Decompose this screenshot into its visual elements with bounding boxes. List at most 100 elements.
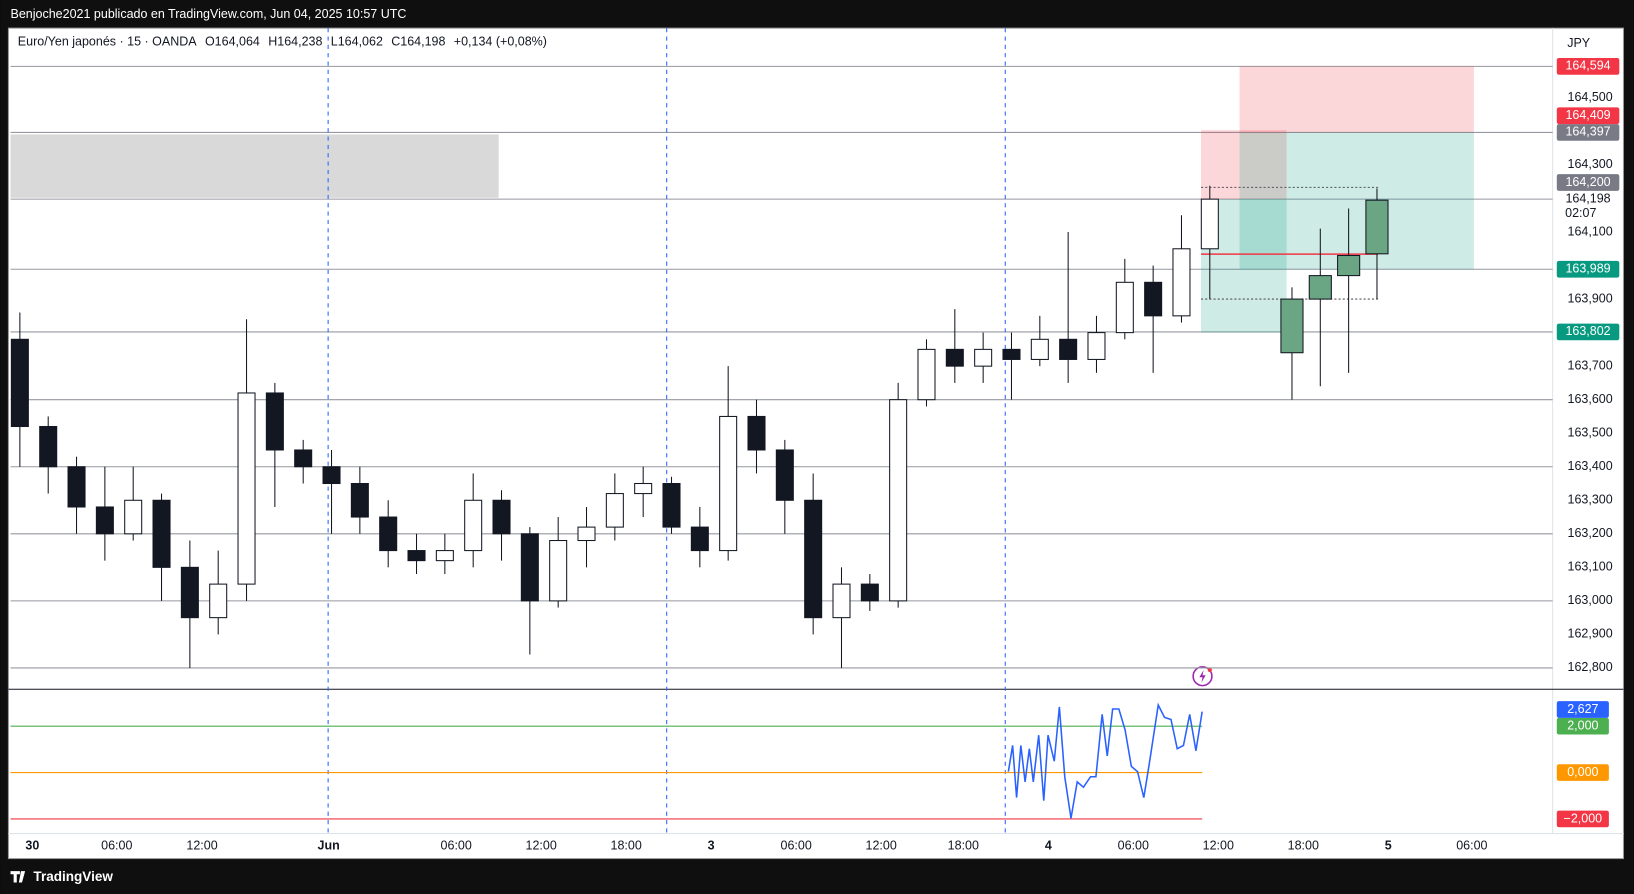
candle-body (804, 499, 823, 619)
level-badge (1556, 717, 1609, 735)
candle-body (407, 550, 426, 562)
currency-button[interactable]: JPY (1567, 36, 1591, 50)
last-value-label: 2,627 (1567, 702, 1598, 716)
x-tick-label: 5 (1385, 838, 1392, 852)
y-tick-label: 164,300 (1568, 157, 1613, 171)
x-tick-label: 12:00 (1203, 838, 1234, 852)
level-label: 2,000 (1567, 718, 1598, 732)
candle-body (237, 392, 256, 585)
candle-body (180, 566, 199, 619)
price-badge-label: 164,397 (1565, 125, 1610, 139)
y-tick-label: 162,900 (1568, 627, 1613, 641)
price-badge (1556, 190, 1620, 223)
candle-body (690, 526, 709, 552)
candle-body (209, 583, 228, 619)
price-badge (1556, 323, 1620, 341)
candle-body (1200, 198, 1219, 250)
candle-body (67, 466, 86, 508)
position-reward (1239, 132, 1474, 270)
candle-body (492, 499, 511, 535)
price-badge-label: 163,989 (1565, 262, 1610, 276)
x-tick-label: 18:00 (611, 838, 642, 852)
candle-body (520, 533, 539, 602)
x-tick-label: 06:00 (1456, 838, 1487, 852)
x-tick-label: 4 (1045, 838, 1052, 852)
position-risk (1239, 66, 1474, 133)
countdown: 02:07 (1565, 206, 1596, 220)
candle-body (294, 449, 313, 468)
level-badge (1556, 764, 1609, 781)
legend: Euro/Yen japonés · 15 · OANDA O164,064 H16… (18, 35, 547, 49)
candle-body (917, 348, 936, 401)
candle-body (322, 466, 341, 485)
candle-body (1030, 338, 1049, 360)
candle-body (662, 482, 681, 528)
x-tick-label: 06:00 (1118, 838, 1149, 852)
x-tick-label: 06:00 (101, 838, 132, 852)
y-tick-label: 163,700 (1568, 358, 1613, 372)
ohlc-value: L164,062 (331, 35, 383, 49)
candle-body (974, 348, 993, 367)
projection-body (1308, 275, 1332, 300)
candle-body (832, 583, 851, 619)
candle-body (577, 526, 596, 542)
candle-body (1172, 248, 1191, 317)
x-tick-label: 12:00 (866, 838, 897, 852)
x-tick-label: 06:00 (441, 838, 472, 852)
price-badge (1556, 174, 1620, 191)
level-label: 0,000 (1567, 765, 1598, 779)
y-tick-label: 163,000 (1568, 593, 1613, 607)
x-tick-label: 3 (708, 838, 715, 852)
zone (10, 134, 499, 198)
candle-body (1002, 348, 1021, 360)
last-value-badge (1556, 701, 1609, 718)
candle-body (889, 399, 908, 602)
candle-body (860, 583, 879, 602)
footer-logo (10, 871, 26, 883)
candle-body (435, 550, 454, 562)
price-badge-label: 164,198 (1565, 191, 1610, 205)
price-badge-label: 164,409 (1565, 108, 1610, 122)
candle-body (1059, 338, 1078, 360)
ohlc-value: O164,064 (205, 35, 260, 49)
candle-body (634, 482, 653, 495)
y-tick-label: 163,400 (1568, 459, 1613, 473)
price-badge (1556, 124, 1620, 141)
candle-body (775, 449, 794, 501)
candle-body (350, 482, 369, 518)
ohlc-value: C164,198 (391, 35, 445, 49)
indicator-line (1007, 702, 1203, 819)
candle-body (379, 516, 398, 552)
x-tick-label: 06:00 (781, 838, 812, 852)
x-tick-label: 12:00 (526, 838, 557, 852)
header-text: Benjoche2021 publicado en TradingView.co… (11, 7, 407, 21)
y-tick-label: 163,600 (1568, 392, 1613, 406)
level-badge (1556, 810, 1609, 828)
candle-body (719, 415, 738, 552)
y-tick-label: 163,900 (1568, 291, 1613, 305)
candle-body (549, 539, 568, 602)
alert-icon (1192, 666, 1213, 687)
projection-body (1337, 254, 1361, 277)
y-tick-label: 164,500 (1568, 90, 1613, 104)
y-tick-label: 164,100 (1568, 224, 1613, 238)
candle-body (747, 415, 766, 451)
y-tick-label: 163,100 (1568, 560, 1613, 574)
candle-body (464, 499, 483, 552)
projection-body (1280, 298, 1304, 354)
candle-body (39, 425, 58, 468)
y-tick-label: 162,800 (1568, 660, 1613, 674)
x-tick-label: 18:00 (1288, 838, 1319, 852)
candle-body (945, 348, 964, 367)
candle-body (152, 499, 171, 568)
y-tick-label: 163,300 (1568, 493, 1613, 507)
candle-body (124, 499, 143, 535)
x-tick-label: Jun (318, 838, 340, 852)
price-badge (1556, 107, 1620, 125)
price-badge (1556, 58, 1620, 75)
x-tick-label: 30 (25, 838, 39, 852)
candle-body (1115, 281, 1134, 334)
y-tick-label: 163,200 (1568, 526, 1613, 540)
candle-body (10, 338, 29, 428)
